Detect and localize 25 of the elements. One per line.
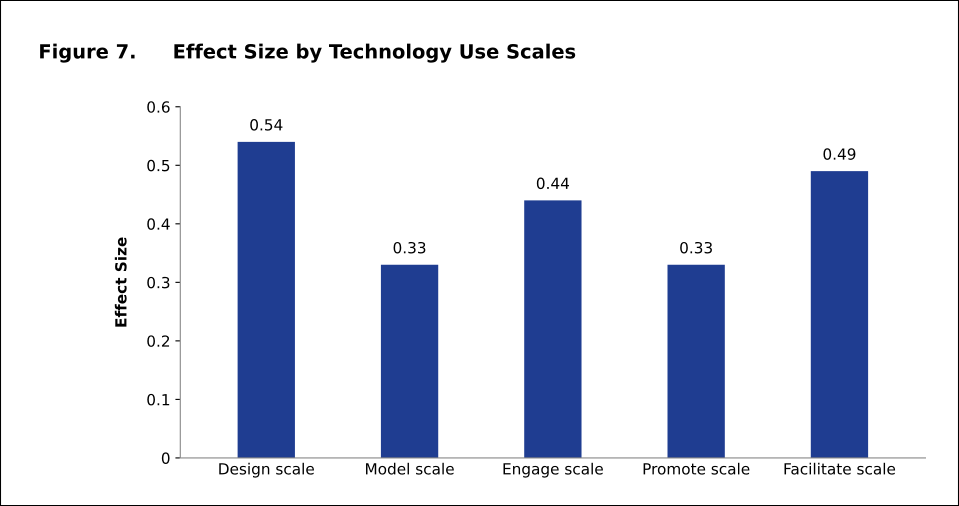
chart-subtitle: Effect Size by Technology Use Scales [174, 44, 576, 63]
y-axis-title: Effect Size [114, 237, 127, 327]
data-label: 0.54 [250, 119, 282, 131]
y-tick-label: 0.2 [147, 335, 170, 347]
data-label: 0.49 [823, 148, 856, 160]
bar [668, 264, 725, 458]
bar [238, 142, 295, 458]
y-tick-label: 0.4 [147, 218, 170, 230]
bar [810, 171, 868, 458]
x-tick-label: Design scale [219, 462, 314, 478]
chart-title: Figure 7. [40, 44, 135, 63]
x-tick-label: Promote scale [644, 462, 750, 475]
y-tick-label: 0 [162, 452, 170, 464]
x-tick-label: Model scale [366, 462, 454, 475]
data-label: 0.33 [680, 242, 712, 254]
y-tick-label: 0.6 [147, 101, 170, 113]
bar [380, 264, 438, 458]
bar [524, 200, 582, 458]
data-label: 0.33 [394, 242, 426, 254]
y-tick-label: 0.5 [147, 160, 170, 172]
x-tick-label: Engage scale [504, 462, 603, 478]
data-label: 0.44 [536, 178, 570, 190]
y-tick-label: 0.3 [147, 276, 170, 288]
x-tick-label: Facilitate scale [784, 462, 896, 475]
y-tick-label: 0.1 [147, 394, 170, 406]
